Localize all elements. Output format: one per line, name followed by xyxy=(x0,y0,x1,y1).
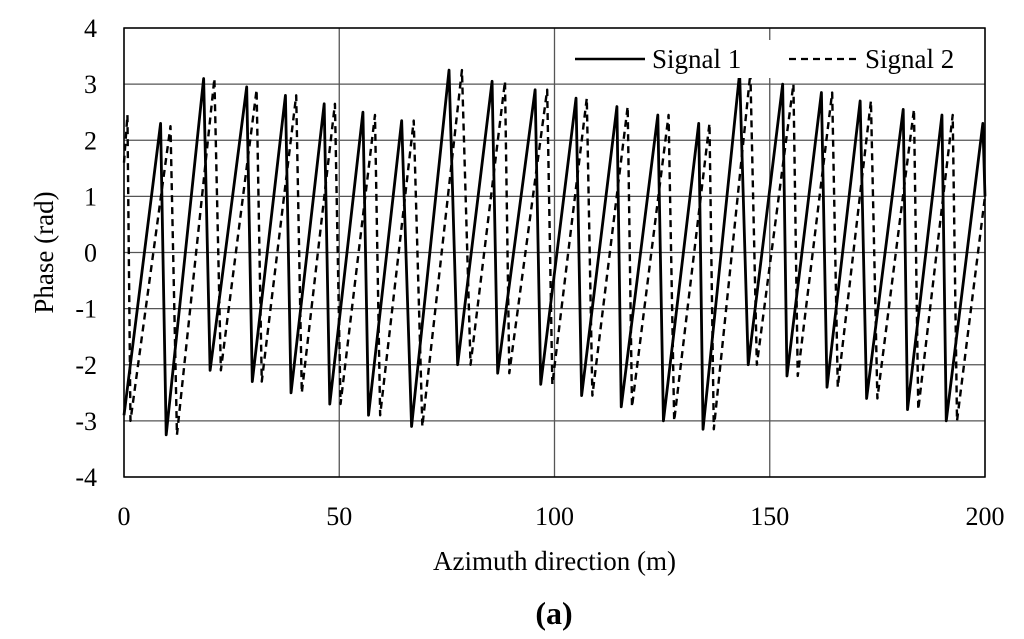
y-tick-label: 3 xyxy=(84,70,97,99)
y-tick-label: -4 xyxy=(75,463,97,492)
x-tick-labels: 0 50 100 150 200 xyxy=(118,502,1005,531)
y-tick-label: -1 xyxy=(75,295,97,324)
series-line-signal-1 xyxy=(122,68,987,437)
x-tick-label: 100 xyxy=(535,502,574,531)
legend-label-signal-2: Signal 2 xyxy=(865,44,954,74)
y-tick-labels: 4 3 2 1 0 -1 -2 -3 -4 xyxy=(75,14,97,492)
x-axis-title: Azimuth direction (m) xyxy=(433,546,676,576)
y-tick-label: 1 xyxy=(84,182,97,211)
y-tick-label: 0 xyxy=(84,239,97,268)
series-layer xyxy=(122,68,987,437)
plot-area-frame xyxy=(123,27,986,478)
x-tick-label: 0 xyxy=(118,502,131,531)
x-tick-label: 150 xyxy=(750,502,789,531)
y-tick-label: 2 xyxy=(84,126,97,155)
series-line-signal-2 xyxy=(122,68,987,437)
y-tick-label: -2 xyxy=(75,351,97,380)
x-tick-label: 50 xyxy=(326,502,352,531)
y-tick-label: 4 xyxy=(84,14,97,43)
legend-label-signal-1: Signal 1 xyxy=(652,44,741,74)
legend: Signal 1 Signal 2 xyxy=(566,40,979,78)
y-axis-title: Phase (rad) xyxy=(29,191,59,313)
x-tick-label: 200 xyxy=(966,502,1005,531)
grid-lines xyxy=(123,27,986,478)
panel-label: (a) xyxy=(535,595,572,631)
y-tick-label: -3 xyxy=(75,407,97,436)
